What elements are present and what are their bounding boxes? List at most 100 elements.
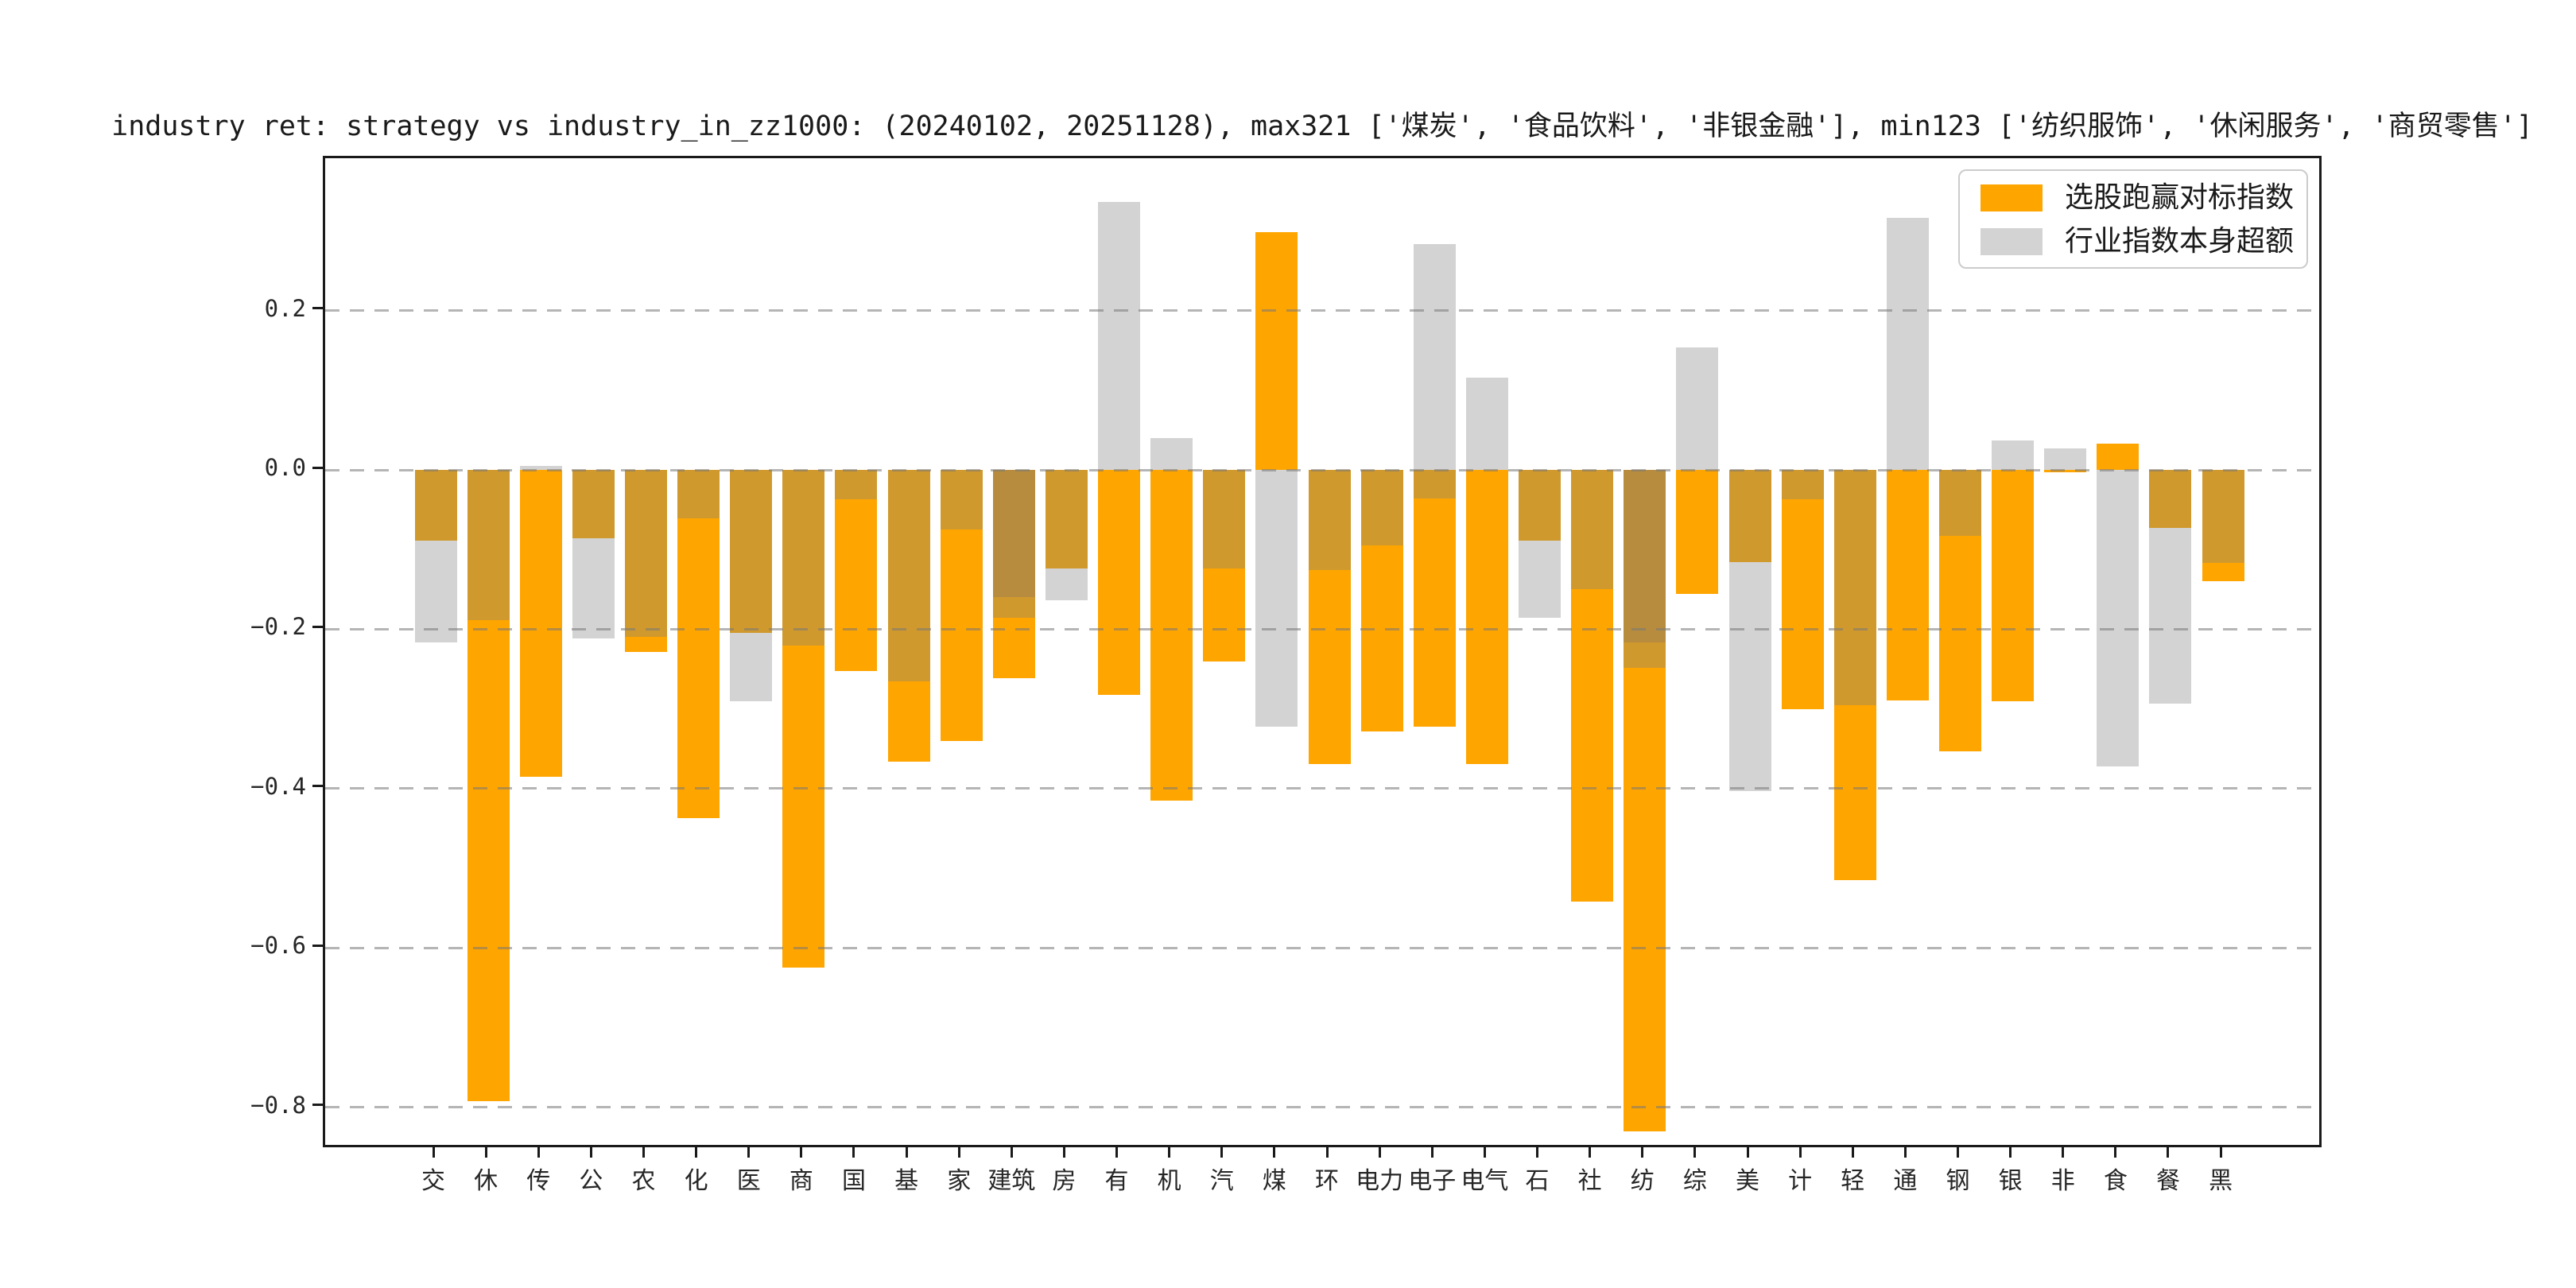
ytick-label-0.2: 0.2 <box>264 294 306 322</box>
bar-电子-segment-gray <box>1413 244 1456 470</box>
xtick-mark-煤 <box>1273 1147 1276 1158</box>
bar-基-segment-orange <box>887 681 930 762</box>
legend-swatch-gray <box>1980 228 2043 255</box>
bar-农-segment-orange <box>624 637 667 653</box>
bar-钢-segment-tan <box>1938 470 1981 537</box>
ytick-label-0: 0.0 <box>264 454 306 481</box>
bar-家-segment-orange <box>940 530 983 741</box>
xtick-label-餐: 餐 <box>2155 1167 2180 1195</box>
bar-环-segment-orange <box>1308 570 1351 764</box>
bar-汽-segment-orange <box>1203 568 1246 662</box>
bar-电子-segment-tan <box>1413 470 1456 499</box>
xtick-mark-汽 <box>1220 1147 1224 1158</box>
bar-煤-segment-orange <box>1255 232 1298 470</box>
xtick-label-房: 房 <box>1052 1167 1077 1195</box>
xtick-mark-商 <box>800 1147 803 1158</box>
ytick-mark--0.4 <box>312 785 323 788</box>
xtick-mark-美 <box>1746 1147 1749 1158</box>
xtick-label-煤: 煤 <box>1262 1167 1286 1195</box>
xtick-mark-黑 <box>2219 1147 2222 1158</box>
xtick-label-银: 银 <box>1998 1167 2023 1195</box>
bar-机-segment-gray <box>1150 437 1193 470</box>
bar-机-segment-orange <box>1150 470 1193 801</box>
xtick-mark-机 <box>1168 1147 1171 1158</box>
xtick-label-国: 国 <box>841 1167 866 1195</box>
bar-电子-segment-orange <box>1413 499 1456 727</box>
grid-layer <box>325 158 2319 1145</box>
bar-电力-segment-tan <box>1360 470 1403 546</box>
bar-交-segment-tan <box>414 470 457 541</box>
ytick-mark--0.6 <box>312 944 323 947</box>
xtick-mark-电气 <box>1483 1147 1486 1158</box>
xtick-label-纺: 纺 <box>1630 1167 1655 1195</box>
legend-row-industry: 行业指数本身超额 <box>1960 219 2306 264</box>
bar-休-segment-orange <box>467 620 510 1101</box>
xtick-label-交: 交 <box>421 1167 445 1195</box>
bar-美-segment-tan <box>1728 470 1771 563</box>
bar-通-segment-orange <box>1886 470 1929 700</box>
xtick-label-医: 医 <box>736 1167 761 1195</box>
bar-煤-segment-gray <box>1255 470 1298 727</box>
plot-area <box>323 156 2322 1147</box>
bar-轻-segment-orange <box>1833 704 1876 881</box>
xtick-mark-房 <box>1062 1147 1065 1158</box>
xtick-mark-纺 <box>1641 1147 1644 1158</box>
ytick-label--0.2: −0.2 <box>250 613 306 641</box>
xtick-mark-传 <box>537 1147 540 1158</box>
bar-黑-segment-orange <box>2202 563 2244 582</box>
xtick-label-轻: 轻 <box>1841 1167 1865 1195</box>
bar-房-segment-gray <box>1045 568 1088 601</box>
xtick-mark-石 <box>1536 1147 1539 1158</box>
bar-餐-segment-tan <box>2149 470 2192 529</box>
bar-综-segment-gray <box>1676 347 1719 470</box>
xtick-mark-综 <box>1693 1147 1697 1158</box>
xtick-mark-基 <box>905 1147 908 1158</box>
xtick-mark-公 <box>589 1147 592 1158</box>
xtick-label-休: 休 <box>474 1167 499 1195</box>
bar-国-segment-tan <box>835 470 878 500</box>
ytick-mark-0.2 <box>312 307 323 310</box>
xtick-mark-食 <box>2114 1147 2117 1158</box>
xtick-mark-建筑 <box>1010 1147 1013 1158</box>
xtick-mark-医 <box>747 1147 751 1158</box>
bar-石-segment-gray <box>1519 541 1562 619</box>
legend: 选股跑赢对标指数 行业指数本身超额 <box>1958 169 2308 269</box>
bar-非-segment-gray <box>2044 448 2087 470</box>
xtick-label-电力: 电力 <box>1356 1167 1404 1195</box>
xtick-label-美: 美 <box>1736 1167 1759 1195</box>
xtick-mark-钢 <box>1956 1147 1959 1158</box>
bar-钢-segment-orange <box>1938 536 1981 751</box>
bar-环-segment-tan <box>1308 470 1351 571</box>
xtick-label-家: 家 <box>947 1167 972 1195</box>
xtick-label-电气: 电气 <box>1461 1167 1509 1195</box>
xtick-label-通: 通 <box>1893 1167 1918 1195</box>
legend-label-strategy: 选股跑赢对标指数 <box>2065 181 2295 214</box>
xtick-mark-农 <box>642 1147 645 1158</box>
bar-国-segment-orange <box>835 499 878 672</box>
bar-社-segment-tan <box>1571 470 1614 590</box>
bar-传-segment-orange <box>519 470 562 777</box>
bar-有-segment-orange <box>1098 470 1141 695</box>
ytick-mark--0.8 <box>312 1104 323 1107</box>
xtick-label-非: 非 <box>2050 1167 2075 1195</box>
bar-通-segment-gray <box>1886 218 1929 470</box>
bar-石-segment-tan <box>1519 470 1562 541</box>
bar-纺-segment-khaki <box>1624 470 1666 643</box>
ytick-mark-0 <box>312 466 323 469</box>
bar-汽-segment-tan <box>1203 470 1246 569</box>
bar-银-segment-orange <box>1992 470 2035 701</box>
bar-非-segment-orange <box>2044 470 2087 472</box>
bar-化-segment-orange <box>677 518 720 818</box>
xtick-label-社: 社 <box>1577 1167 1602 1195</box>
bar-纺-segment-orange <box>1624 668 1666 1131</box>
bar-建筑-segment-orange <box>992 618 1035 678</box>
bar-银-segment-gray <box>1992 440 2035 470</box>
bar-计-segment-tan <box>1781 470 1824 500</box>
xtick-label-基: 基 <box>894 1167 919 1195</box>
bar-社-segment-orange <box>1571 589 1614 902</box>
xtick-label-汽: 汽 <box>1209 1167 1234 1195</box>
bar-食-segment-orange <box>2097 443 2140 470</box>
xtick-label-石: 石 <box>1525 1167 1550 1195</box>
xtick-label-计: 计 <box>1788 1167 1813 1195</box>
xtick-mark-休 <box>484 1147 487 1158</box>
